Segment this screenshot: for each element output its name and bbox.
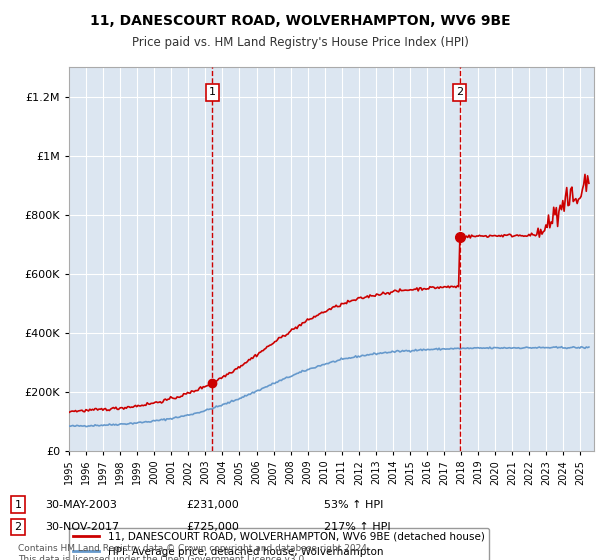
Text: 2: 2	[14, 522, 22, 532]
Text: 30-MAY-2003: 30-MAY-2003	[45, 500, 117, 510]
Text: Price paid vs. HM Land Registry's House Price Index (HPI): Price paid vs. HM Land Registry's House …	[131, 36, 469, 49]
Text: 53% ↑ HPI: 53% ↑ HPI	[324, 500, 383, 510]
Text: Contains HM Land Registry data © Crown copyright and database right 2024.
This d: Contains HM Land Registry data © Crown c…	[18, 544, 370, 560]
Text: £725,000: £725,000	[186, 522, 239, 532]
Text: 30-NOV-2017: 30-NOV-2017	[45, 522, 119, 532]
Legend: 11, DANESCOURT ROAD, WOLVERHAMPTON, WV6 9BE (detached house), HPI: Average price: 11, DANESCOURT ROAD, WOLVERHAMPTON, WV6 …	[69, 528, 488, 560]
Text: 11, DANESCOURT ROAD, WOLVERHAMPTON, WV6 9BE: 11, DANESCOURT ROAD, WOLVERHAMPTON, WV6 …	[89, 14, 511, 28]
Text: 1: 1	[14, 500, 22, 510]
Text: 217% ↑ HPI: 217% ↑ HPI	[324, 522, 391, 532]
Text: 2: 2	[456, 87, 463, 97]
Text: 1: 1	[209, 87, 216, 97]
Text: £231,000: £231,000	[186, 500, 239, 510]
